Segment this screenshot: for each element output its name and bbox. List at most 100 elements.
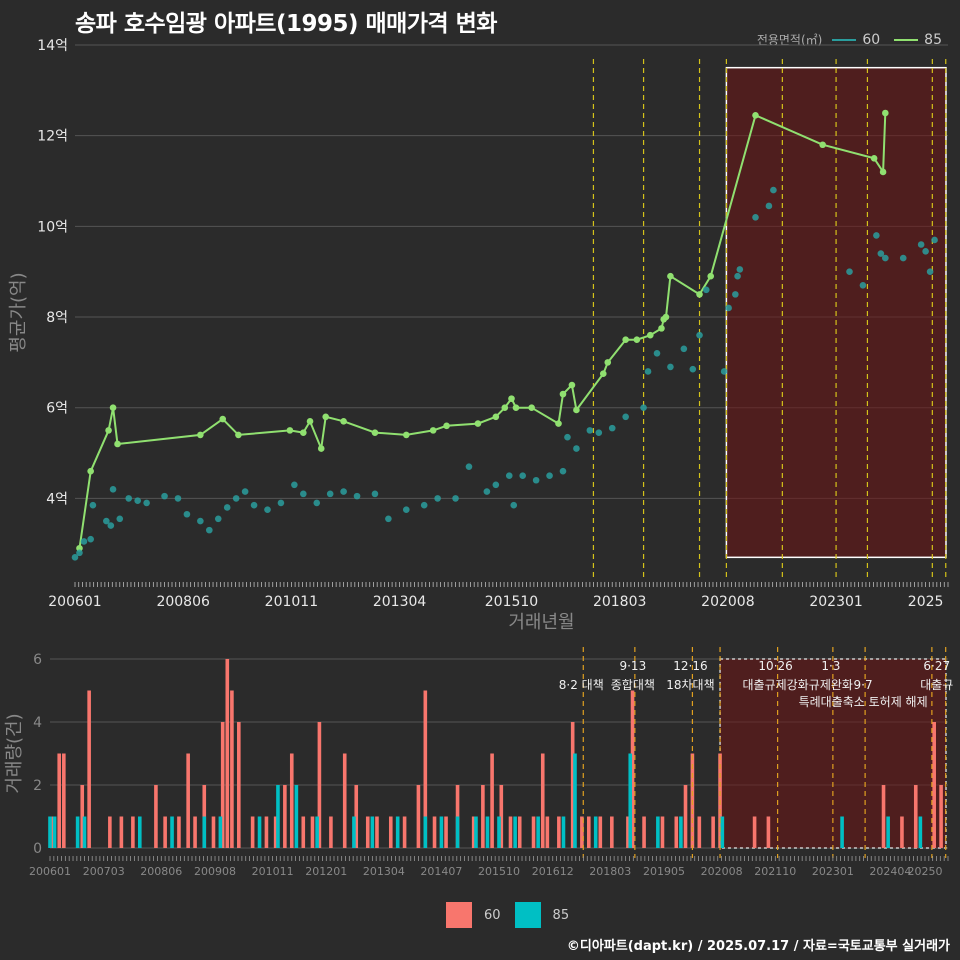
volume-bar-60 <box>186 753 190 848</box>
vol-x-tick-label: 201407 <box>420 865 462 878</box>
x-tick-label: 2025 <box>908 594 944 610</box>
volume-bar-60 <box>630 690 635 848</box>
vol-x-tick-label: 201905 <box>643 865 685 878</box>
volume-bar-60 <box>193 816 197 848</box>
data-point-60 <box>931 236 938 244</box>
volume-bar-85 <box>370 816 375 848</box>
vol-x-tick-label: 202008 <box>701 865 743 878</box>
vol-x-tick-label: 201612 <box>532 865 574 878</box>
y-tick-label: 14억 <box>37 38 68 54</box>
data-point-60 <box>465 463 473 470</box>
data-point-60 <box>917 241 925 248</box>
legend-label-85: 85 <box>924 31 942 48</box>
page-title: 송파 호수임광 아파트(1995) 매매가격 변화 <box>75 11 497 37</box>
volume-bar-60 <box>881 785 886 848</box>
data-point-85 <box>870 155 878 162</box>
data-point-85 <box>752 111 759 119</box>
volume-bar-60 <box>766 816 771 848</box>
data-point-60 <box>313 499 321 507</box>
data-point-85 <box>235 431 242 439</box>
data-point-60 <box>608 424 616 432</box>
volume-bar-60 <box>481 785 485 848</box>
data-point-85 <box>573 406 580 414</box>
volume-bar-85 <box>352 816 356 848</box>
volume-bar-60 <box>163 816 167 848</box>
volume-bar-60 <box>540 753 545 848</box>
volume-bar-60 <box>416 785 421 848</box>
volume-bar-85 <box>593 816 598 848</box>
volume-bar-60 <box>545 816 550 848</box>
volume-bar-85 <box>840 816 844 848</box>
data-point-85 <box>604 359 612 366</box>
policy-label: 1·3 <box>821 659 840 673</box>
volume-bar-60 <box>508 816 513 848</box>
volume-bar-60 <box>237 722 241 848</box>
x-tick-label: 201304 <box>373 594 427 610</box>
data-point-60 <box>103 517 110 525</box>
data-point-60 <box>734 272 741 280</box>
x-axis-label: 거래년월 <box>508 612 574 633</box>
x-tick-label: 202008 <box>701 594 754 610</box>
volume-bar-85 <box>536 816 540 848</box>
volume-bar-85 <box>202 816 207 848</box>
volume-bar-60 <box>211 816 216 848</box>
x-tick-label: 200601 <box>48 594 101 610</box>
policy-label: 특례대출축소 토허제 해제 <box>799 695 928 709</box>
volume-bar-60 <box>932 722 936 848</box>
volume-bar-85 <box>573 753 577 848</box>
legend-swatch-85 <box>894 38 919 41</box>
legend-box-60 <box>446 902 472 928</box>
data-point-85 <box>559 390 567 398</box>
data-point-60 <box>277 499 285 507</box>
data-point-85 <box>114 440 121 448</box>
y-tick-label: 6억 <box>46 401 68 417</box>
volume-bar-60 <box>365 816 370 848</box>
data-point-85 <box>667 272 674 280</box>
policy-label: 대출규 <box>920 678 953 692</box>
data-point-60 <box>519 472 526 480</box>
data-point-85 <box>76 544 83 552</box>
volume-bar-85 <box>497 816 501 848</box>
data-point-85 <box>622 336 629 344</box>
volume-bar-60 <box>342 753 347 848</box>
data-point-85 <box>317 445 325 452</box>
data-point-85 <box>371 429 379 436</box>
vol-x-tick-label: 200908 <box>194 865 236 878</box>
volume-bar-60 <box>752 816 757 848</box>
data-point-85 <box>340 418 347 425</box>
data-point-85 <box>819 141 826 149</box>
vol-x-tick-label: 201304 <box>363 865 405 878</box>
data-point-60 <box>125 495 133 502</box>
volume-bar-60 <box>177 816 181 848</box>
vol-x-tick-label: 201510 <box>478 865 520 878</box>
data-point-60 <box>725 304 732 312</box>
data-point-60 <box>720 368 728 375</box>
volume-bar-85 <box>52 816 57 848</box>
volume-bar-60 <box>87 690 91 848</box>
volume-bar-85 <box>513 816 517 848</box>
vol-x-tick-label: 200703 <box>83 865 125 878</box>
data-point-85 <box>87 467 94 475</box>
x-tick-label: 202301 <box>809 594 862 610</box>
data-point-60 <box>291 481 298 489</box>
data-point-60 <box>765 202 773 210</box>
data-point-60 <box>206 526 213 534</box>
volume-bar-60 <box>131 816 135 848</box>
x-tick-label: 201011 <box>265 594 318 610</box>
data-point-85 <box>286 427 294 434</box>
volume-bar-85 <box>656 816 660 848</box>
volume-bar-60 <box>50 816 55 848</box>
data-point-60 <box>770 186 777 194</box>
x-tick-label: 201510 <box>485 594 538 610</box>
volume-bar-60 <box>220 722 225 848</box>
data-point-85 <box>879 168 887 176</box>
volume-bar-60 <box>108 816 112 848</box>
policy-label: 6·27 <box>923 659 950 673</box>
vol-x-tick-label: 202110 <box>754 865 796 878</box>
volume-bar-60 <box>62 753 66 848</box>
data-point-85 <box>402 431 410 439</box>
data-point-60 <box>622 413 629 421</box>
data-point-85 <box>322 413 330 421</box>
volume-bar-60 <box>580 816 584 848</box>
data-point-60 <box>402 506 410 514</box>
